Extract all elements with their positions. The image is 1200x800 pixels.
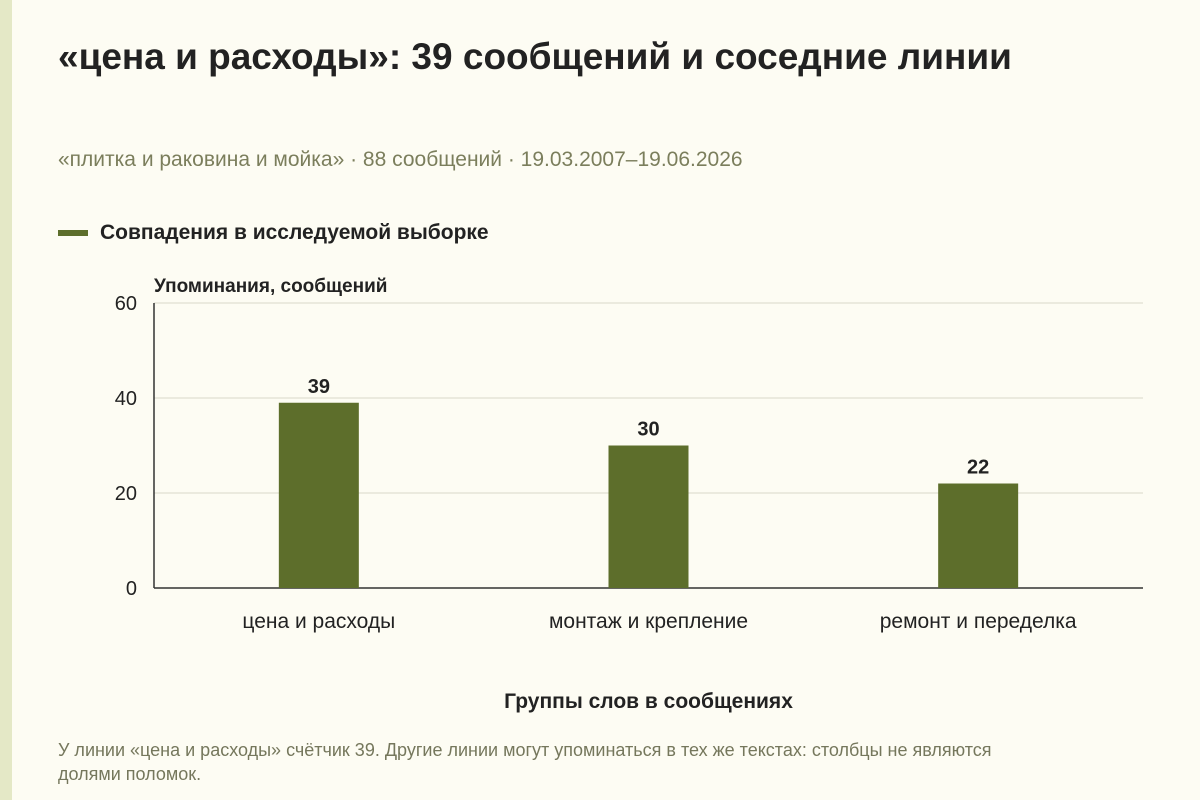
- x-tick-label: монтаж и крепление: [549, 610, 748, 633]
- legend-swatch: [58, 230, 88, 236]
- y-tick-label: 40: [115, 388, 137, 410]
- chart-title: «цена и расходы»: 39 сообщений и соседни…: [58, 36, 1012, 77]
- bar: [608, 445, 689, 588]
- y-tick-label: 0: [126, 578, 137, 600]
- bar: [938, 483, 1019, 588]
- bar-value-label: 39: [308, 376, 330, 398]
- y-axis-title: Упоминания, сообщений: [154, 276, 387, 297]
- legend-label: Совпадения в исследуемой выборке: [100, 221, 489, 244]
- bar: [278, 402, 359, 588]
- left-accent-stripe: [0, 0, 12, 800]
- y-tick-label: 60: [115, 293, 137, 315]
- x-axis-title: Группы слов в сообщениях: [504, 690, 793, 713]
- bar-value-label: 30: [637, 419, 659, 441]
- chart-subtitle: «плитка и раковина и мойка» · 88 сообщен…: [58, 148, 743, 171]
- x-tick-label: цена и расходы: [242, 610, 395, 633]
- x-tick-label: ремонт и переделка: [880, 610, 1077, 633]
- bar-chart: 0 20 40 60 Упоминания, сообщений 39 цена и рас…: [115, 276, 1143, 713]
- legend: Совпадения в исследуемой выборке: [58, 218, 489, 248]
- chart-caption: У линии «цена и расходы» счётчик 39. Дру…: [58, 740, 992, 784]
- bar-value-label: 22: [967, 457, 989, 479]
- y-tick-label: 20: [115, 483, 137, 505]
